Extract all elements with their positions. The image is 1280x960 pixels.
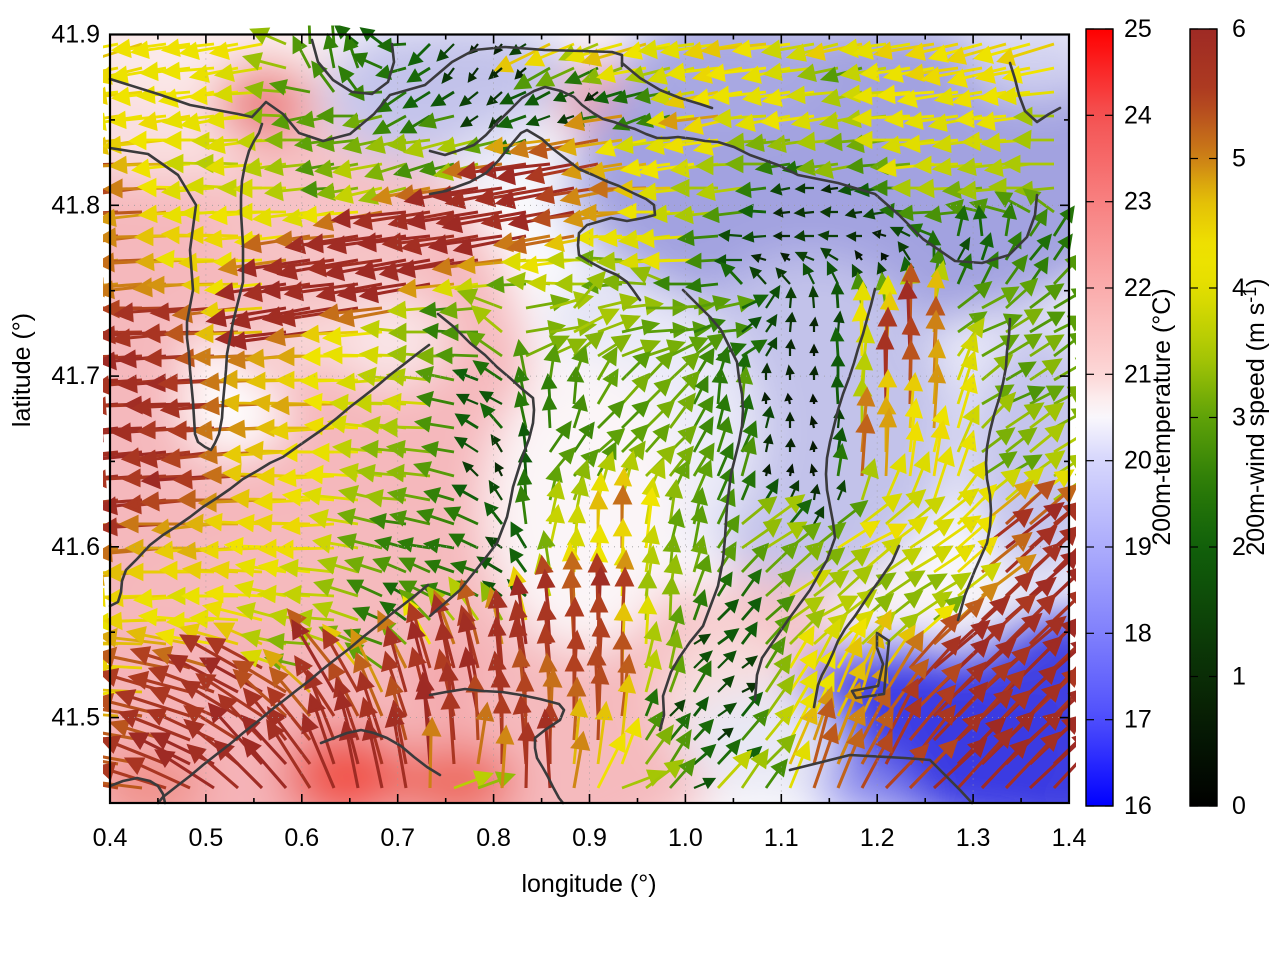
svg-text:1.3: 1.3: [956, 824, 991, 852]
svg-text:0.6: 0.6: [284, 824, 319, 852]
svg-text:latitude (°): latitude (°): [8, 313, 36, 427]
svg-text:200m-temperature (°C): 200m-temperature (°C): [1148, 288, 1176, 545]
svg-text:2: 2: [1232, 533, 1246, 561]
svg-text:18: 18: [1124, 619, 1152, 647]
svg-text:25: 25: [1124, 15, 1152, 43]
svg-text:1.0: 1.0: [668, 824, 703, 852]
svg-text:17: 17: [1124, 706, 1152, 734]
svg-text:0: 0: [1232, 792, 1246, 820]
svg-text:0.4: 0.4: [93, 824, 128, 852]
svg-text:5: 5: [1232, 145, 1246, 173]
svg-text:1: 1: [1232, 663, 1246, 691]
svg-text:22: 22: [1124, 274, 1152, 302]
svg-text:16: 16: [1124, 792, 1152, 820]
svg-text:3: 3: [1232, 404, 1246, 432]
svg-text:0.9: 0.9: [572, 824, 607, 852]
svg-text:19: 19: [1124, 533, 1152, 561]
svg-text:0.8: 0.8: [476, 824, 511, 852]
svg-text:0.5: 0.5: [189, 824, 224, 852]
svg-text:24: 24: [1124, 101, 1152, 129]
svg-text:0.7: 0.7: [380, 824, 415, 852]
svg-text:41.6: 41.6: [51, 533, 100, 561]
svg-text:20: 20: [1124, 447, 1152, 475]
svg-text:longitude (°): longitude (°): [521, 870, 656, 898]
svg-text:1.2: 1.2: [860, 824, 895, 852]
svg-text:23: 23: [1124, 188, 1152, 216]
svg-text:6: 6: [1232, 15, 1246, 43]
svg-text:41.5: 41.5: [51, 704, 100, 732]
svg-text:4: 4: [1232, 274, 1246, 302]
svg-text:41.9: 41.9: [51, 21, 100, 49]
svg-text:41.8: 41.8: [51, 191, 100, 219]
svg-text:200m-wind speed (m s-1): 200m-wind speed (m s-1): [1240, 278, 1270, 555]
svg-text:41.7: 41.7: [51, 362, 100, 390]
svg-text:1.1: 1.1: [764, 824, 799, 852]
svg-text:21: 21: [1124, 360, 1152, 388]
svg-text:1.4: 1.4: [1052, 824, 1087, 852]
